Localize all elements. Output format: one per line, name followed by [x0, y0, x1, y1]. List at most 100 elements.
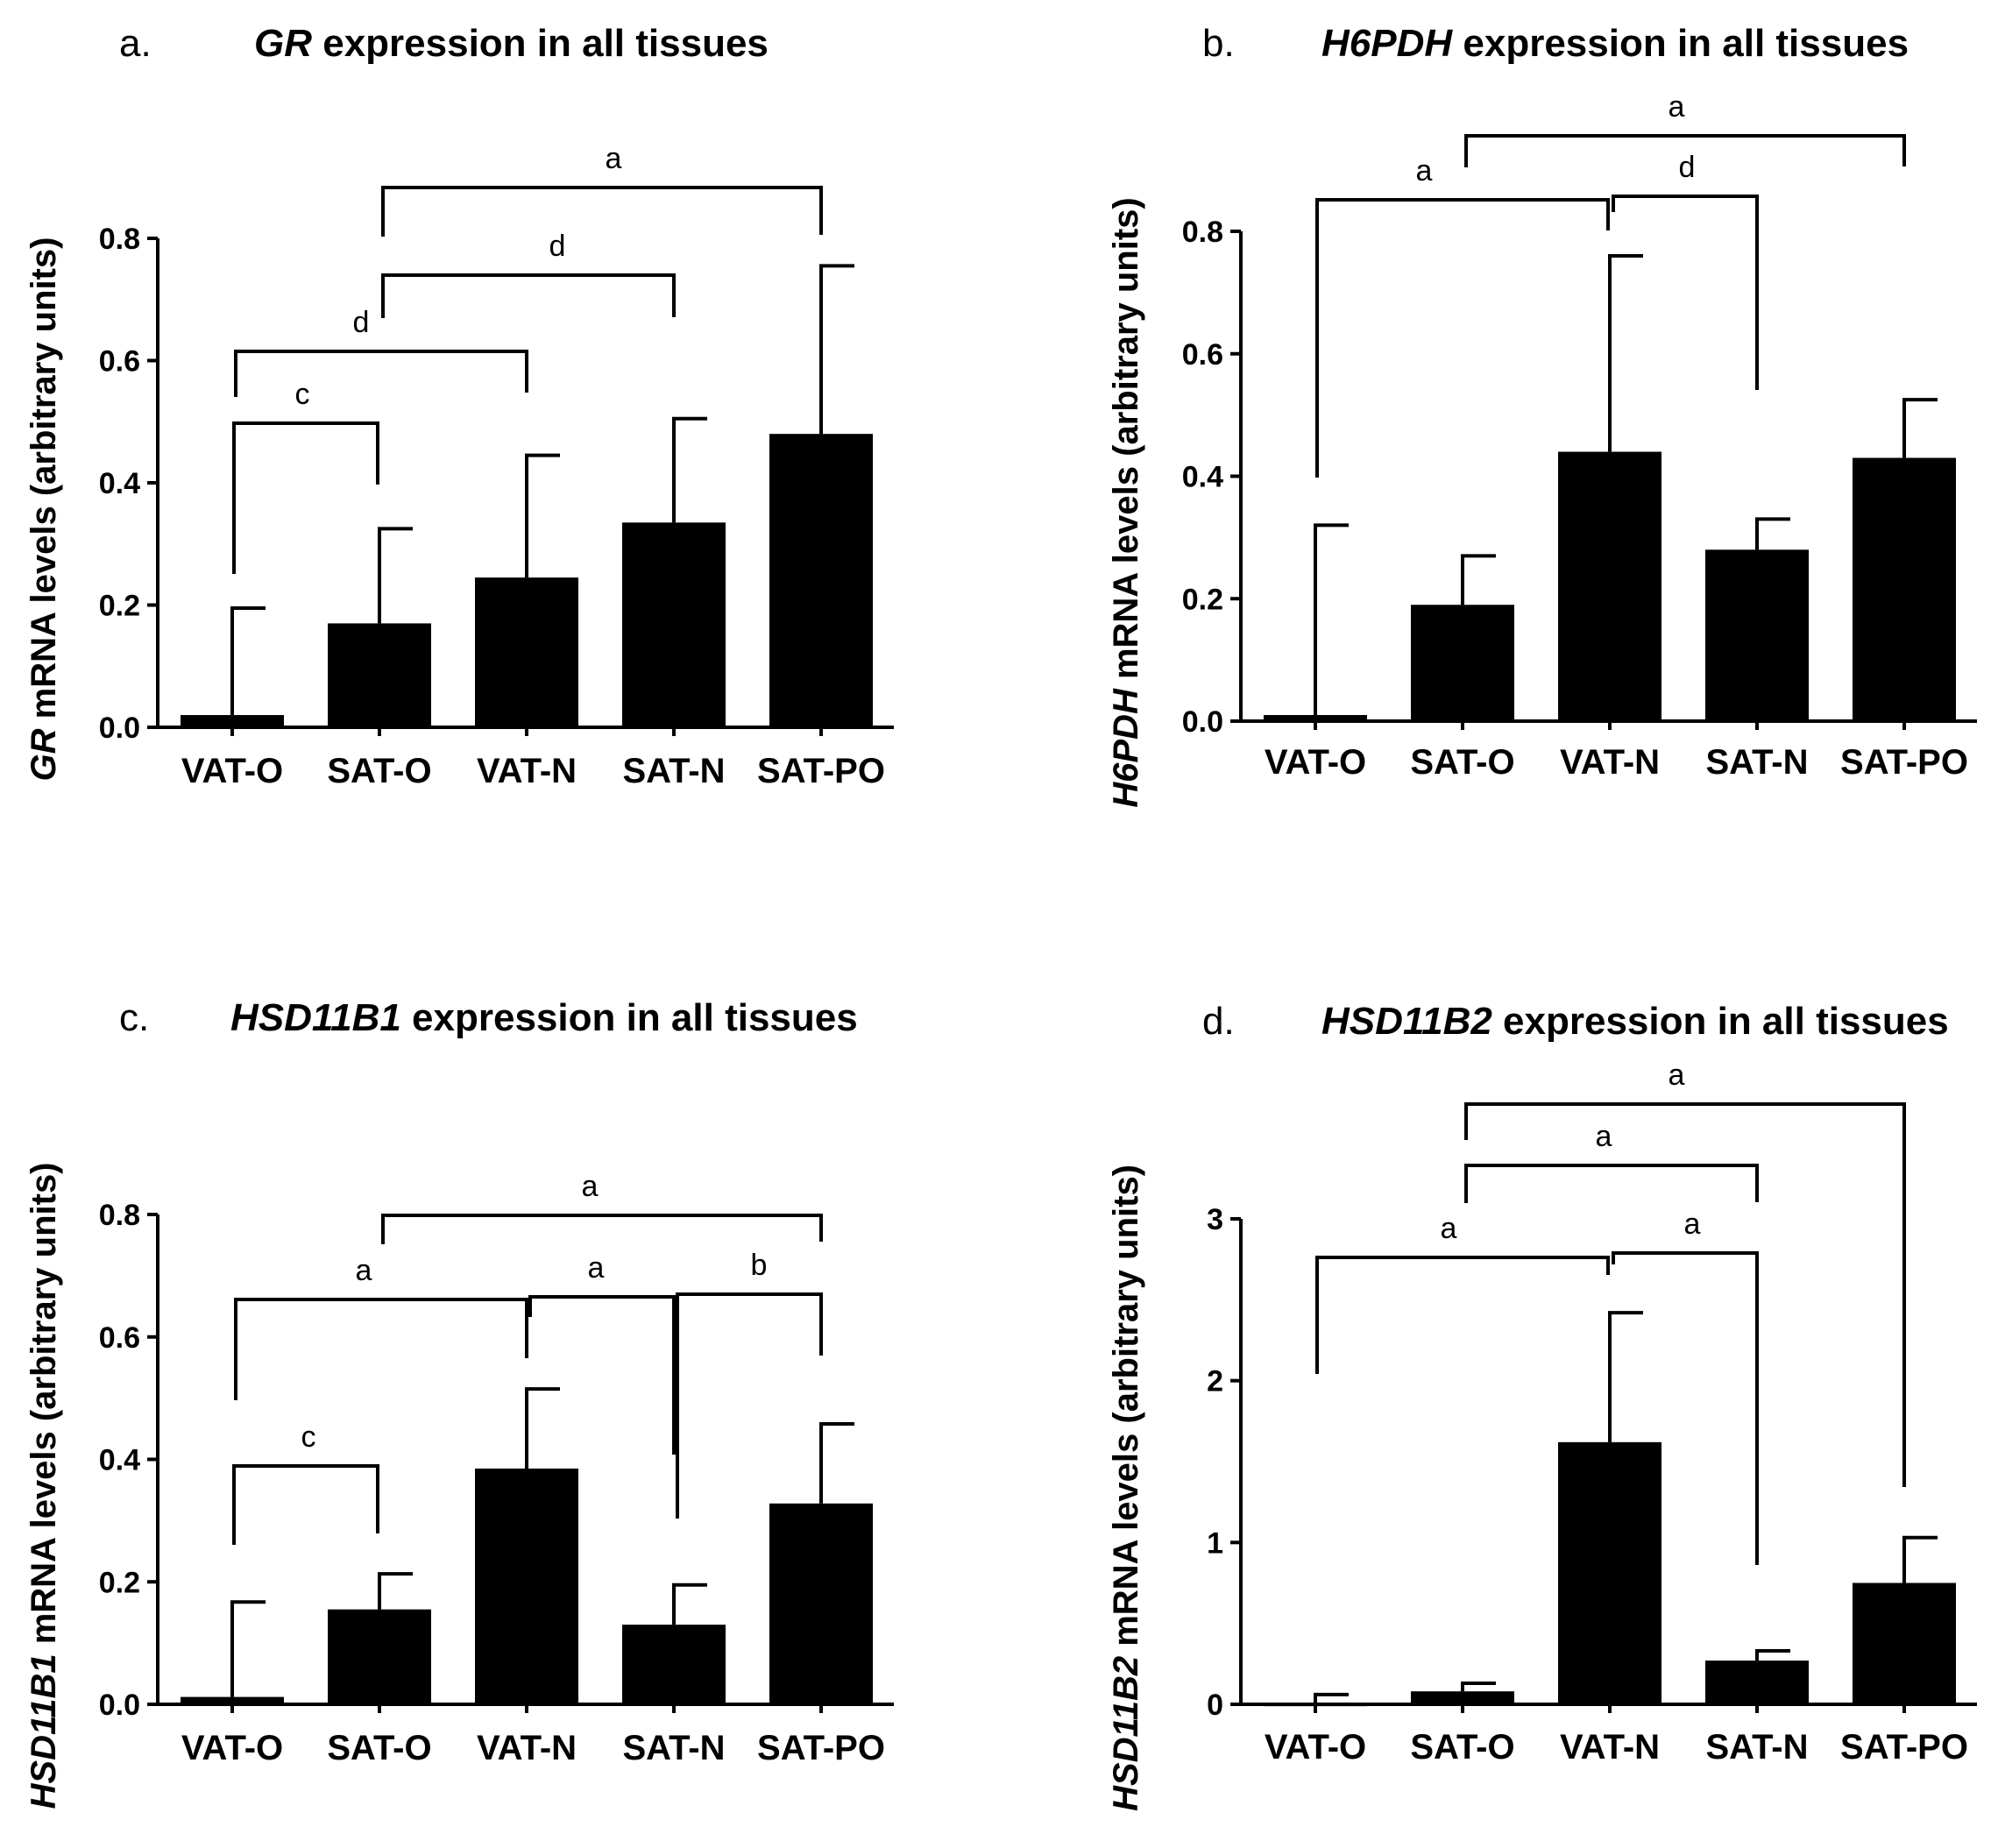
y-axis-label-text: mRNA levels (arbitrary units): [1107, 1165, 1145, 1656]
bar-vat-o: [181, 715, 284, 727]
bar-vat-n: [1558, 1441, 1661, 1704]
y-tick-label: 0.8: [99, 223, 140, 256]
y-tick-label: 0.0: [99, 712, 140, 745]
bar-sat-po: [1853, 457, 1956, 721]
significance-bracket: [1612, 195, 1759, 390]
bar-sat-n: [622, 522, 726, 727]
y-tick-label: 0.6: [1182, 338, 1223, 372]
chart-title-gene: HSD11B2: [1321, 1000, 1492, 1043]
chart-title-text: expression in all tissues: [1492, 1000, 1949, 1043]
category-label: SAT-N: [1705, 1728, 1808, 1767]
y-tick-label: 0: [1207, 1689, 1223, 1722]
chart-title-text: expression in all tissues: [1452, 22, 1909, 65]
chart-title-text: expression in all tissues: [312, 22, 769, 65]
significance-bracket: [1315, 198, 1610, 478]
y-tick-label: 0.8: [99, 1199, 140, 1232]
category-label: SAT-O: [1410, 1728, 1514, 1767]
bar-vat-n: [1558, 451, 1661, 721]
significance-bracket: [234, 350, 528, 397]
y-axis-label: H6PDH mRNA levels (arbitrary units): [1107, 197, 1145, 808]
y-axis-label-text: mRNA levels (arbitrary units): [25, 237, 63, 729]
chart-panel-3: c. HSD11B1 expression in all tissuesHSD11…: [25, 996, 894, 1809]
y-tick-label: 0.2: [1182, 583, 1223, 616]
y-axis-label: GR mRNA levels (arbitrary units): [25, 237, 63, 782]
significance-bracket: [1464, 1102, 1906, 1487]
y-tick-label: 0.2: [99, 1566, 140, 1599]
category-label: SAT-PO: [757, 752, 885, 790]
y-tick-label: 0.2: [99, 590, 140, 623]
significance-bracket: [528, 1295, 676, 1455]
significance-bracket: [232, 421, 379, 574]
category-label: SAT-PO: [757, 1729, 885, 1767]
chart-title-gene: GR: [254, 22, 312, 65]
y-axis-label-gene: HSD11B2: [1107, 1656, 1145, 1811]
significance-label: a: [588, 1251, 605, 1285]
significance-label: a: [1441, 1212, 1457, 1245]
panel-label: c.: [119, 996, 149, 1039]
significance-bracket: [1315, 1256, 1610, 1374]
y-tick-label: 0.6: [99, 1321, 140, 1355]
significance-bracket: [234, 1298, 528, 1400]
category-label: VAT-N: [477, 752, 577, 790]
category-label: SAT-N: [622, 752, 725, 790]
category-label: VAT-N: [1560, 1728, 1660, 1767]
y-tick-label: 0.4: [99, 467, 140, 500]
significance-label: c: [301, 1420, 316, 1454]
bar-sat-po: [769, 434, 873, 727]
y-axis-label-gene: HSD11B1: [25, 1653, 63, 1809]
significance-label: d: [1679, 151, 1696, 184]
y-tick-label: 3: [1207, 1203, 1223, 1236]
y-tick-label: 0.4: [1182, 461, 1223, 494]
category-label: SAT-N: [1705, 743, 1808, 782]
significance-label: d: [353, 306, 370, 339]
significance-label: d: [549, 230, 566, 263]
category-label: VAT-N: [477, 1729, 577, 1767]
bar-sat-o: [1411, 605, 1514, 721]
significance-label: a: [1596, 1120, 1612, 1153]
y-axis-label-gene: H6PDH: [1107, 688, 1145, 808]
y-axis-label: HSD11B2 mRNA levels (arbitrary units): [1107, 1165, 1145, 1811]
chart-title: HSD11B2 expression in all tissues: [1321, 1000, 1949, 1043]
significance-label: a: [1669, 90, 1685, 124]
category-label: VAT-O: [181, 1729, 283, 1767]
significance-bracket: [1464, 1164, 1759, 1203]
category-label: SAT-O: [327, 1729, 431, 1767]
category-label: VAT-O: [1265, 1728, 1366, 1767]
bar-sat-o: [328, 1609, 431, 1704]
significance-label: a: [1669, 1059, 1685, 1092]
panel-label: d.: [1202, 1000, 1235, 1043]
significance-bracket: [1612, 1251, 1759, 1565]
significance-bracket: [381, 273, 676, 318]
y-tick-label: 0.0: [1182, 705, 1223, 739]
y-axis-label-gene: GR: [25, 728, 63, 781]
y-tick-label: 0.6: [99, 345, 140, 379]
bar-sat-o: [328, 623, 431, 727]
bar-vat-n: [475, 577, 578, 727]
y-tick-label: 0.4: [99, 1444, 140, 1477]
category-label: VAT-O: [181, 752, 283, 790]
category-label: SAT-N: [622, 1729, 725, 1767]
y-tick-label: 0.0: [99, 1689, 140, 1722]
significance-bracket: [381, 186, 823, 237]
significance-label: a: [582, 1170, 599, 1203]
bar-vat-n: [475, 1468, 578, 1704]
y-axis-label: HSD11B1 mRNA levels (arbitrary units): [25, 1162, 63, 1809]
significance-label: a: [1684, 1207, 1701, 1241]
chart-title: GR expression in all tissues: [254, 22, 769, 65]
significance-label: b: [751, 1249, 768, 1282]
chart-panel-4: d. HSD11B2 expression in all tissuesHSD11…: [1107, 1000, 1977, 1811]
y-axis-label-text: mRNA levels (arbitrary units): [25, 1162, 63, 1653]
bar-sat-n: [1705, 549, 1809, 721]
chart-title: HSD11B1 expression in all tissues: [230, 996, 858, 1039]
chart-title-text: expression in all tissues: [401, 996, 858, 1039]
significance-label: a: [1416, 154, 1433, 188]
bar-sat-po: [769, 1503, 873, 1704]
bar-sat-o: [1411, 1691, 1514, 1704]
y-tick-label: 1: [1207, 1526, 1223, 1560]
chart-title: H6PDH expression in all tissues: [1321, 22, 1909, 65]
category-label: SAT-PO: [1840, 743, 1968, 782]
panel-label: a.: [119, 22, 152, 65]
